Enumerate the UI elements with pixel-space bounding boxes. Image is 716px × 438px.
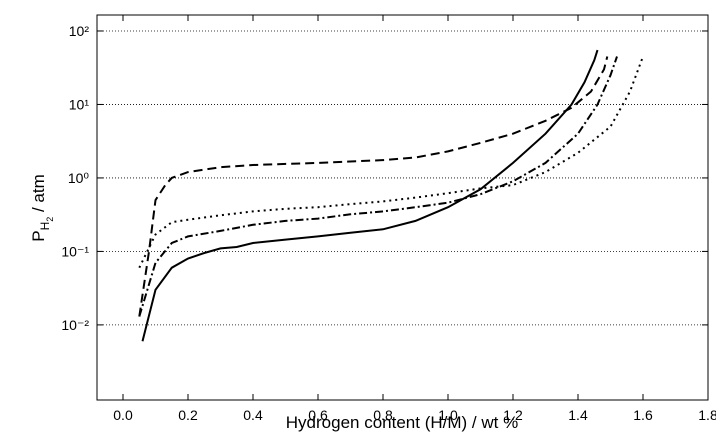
x-axis-label: Hydrogen content (H/M) / wt % bbox=[286, 413, 518, 432]
x-tick-label: 0.0 bbox=[113, 407, 133, 423]
y-tick-label: 10⁻² bbox=[61, 317, 89, 333]
y-label-subsubscript: 2 bbox=[45, 217, 55, 222]
data-line bbox=[138, 56, 644, 269]
x-tick-label: 0.2 bbox=[178, 407, 198, 423]
y-label-subscript: H bbox=[38, 222, 52, 231]
x-tick-label: 0.4 bbox=[243, 407, 263, 423]
y-tick-label: 10¹ bbox=[69, 96, 90, 112]
y-label-symbol: P bbox=[29, 230, 48, 241]
plot-frame bbox=[96, 14, 709, 401]
x-tick-label: 1.0 bbox=[438, 407, 458, 423]
data-line bbox=[138, 56, 609, 317]
data-line bbox=[141, 49, 599, 342]
y-tick-label: 10² bbox=[69, 23, 90, 39]
y-tick-label: 10⁰ bbox=[68, 170, 90, 186]
y-label-unit: / atm bbox=[29, 174, 48, 217]
x-tick-label: 1.2 bbox=[503, 407, 523, 423]
y-axis-label: PH2 / atm bbox=[29, 174, 55, 242]
x-tick-label: 1.8 bbox=[698, 407, 716, 423]
data-line bbox=[138, 56, 618, 317]
x-tick-label: 1.6 bbox=[633, 407, 653, 423]
x-tick-label: 0.6 bbox=[308, 407, 328, 423]
x-tick-label: 1.4 bbox=[568, 407, 588, 423]
y-tick-label: 10⁻¹ bbox=[61, 243, 89, 259]
x-tick-label: 0.8 bbox=[373, 407, 393, 423]
